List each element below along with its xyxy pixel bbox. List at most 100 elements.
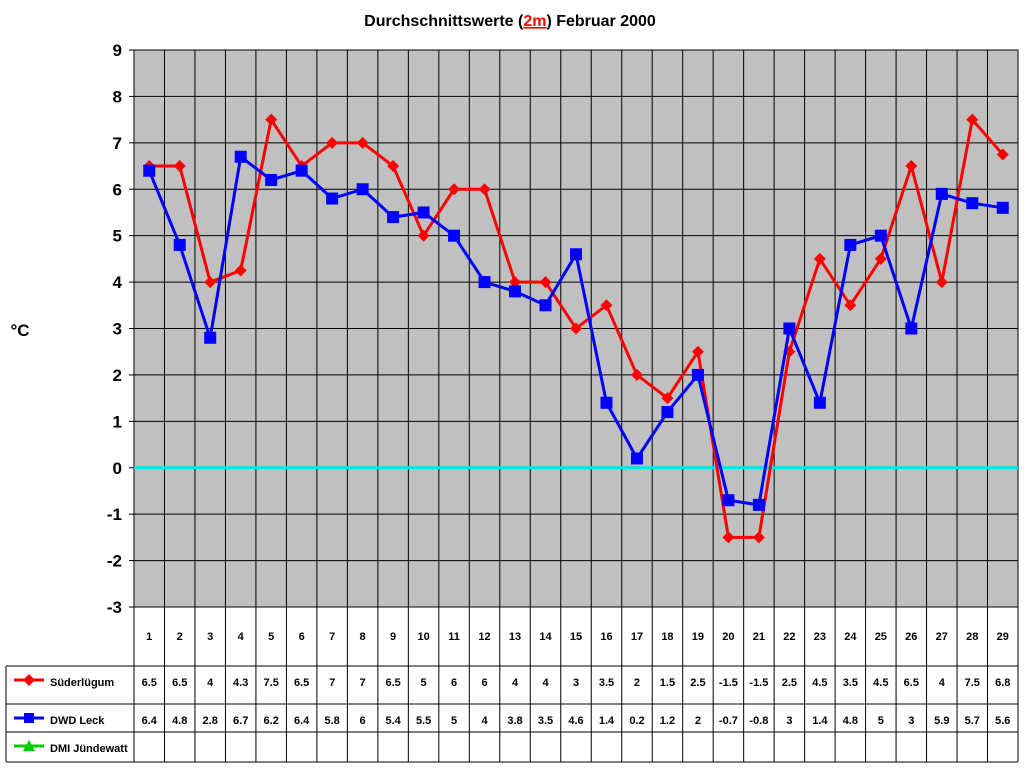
data-label: 2.8: [203, 715, 218, 727]
point-diamond: [265, 113, 278, 126]
data-label: 7: [360, 677, 366, 689]
y-tick-label: 9: [113, 41, 122, 60]
y-tick-label: -2: [107, 552, 122, 571]
x-tick-label: 25: [875, 631, 887, 643]
x-tick-label: 22: [783, 631, 795, 643]
x-tick-label: 14: [539, 631, 552, 643]
y-tick-label: 4: [113, 273, 123, 292]
chart-title-highlight: 2m: [523, 13, 546, 30]
data-label: 2.5: [690, 677, 705, 689]
point-diamond: [326, 136, 339, 149]
data-label: 7: [329, 677, 335, 689]
data-label: 6.2: [264, 715, 279, 727]
point-diamond: [630, 368, 643, 381]
data-label: 4.8: [843, 715, 858, 727]
data-label: 2: [634, 677, 640, 689]
point-square: [295, 164, 308, 177]
point-square: [143, 164, 156, 177]
point-square: [356, 183, 369, 196]
x-tick-label: 1: [146, 631, 152, 643]
point-diamond: [356, 136, 369, 149]
data-label: 3: [908, 715, 914, 727]
data-label: 5.5: [416, 715, 431, 727]
x-tick-label: 13: [509, 631, 521, 643]
data-label: 5.9: [934, 715, 949, 727]
legend-marker-square: [24, 713, 34, 723]
point-square: [783, 322, 796, 335]
point-square: [661, 406, 674, 419]
legend-label: DMI Jündewatt: [50, 743, 128, 755]
point-square: [417, 206, 430, 219]
data-label: 4: [512, 677, 519, 689]
point-square: [478, 276, 491, 289]
data-label: -1.5: [749, 677, 768, 689]
y-tick-label: -1: [107, 505, 122, 524]
data-label: 2.5: [782, 677, 797, 689]
data-label: -0.8: [749, 715, 768, 727]
point-diamond: [448, 183, 461, 196]
point-diamond: [691, 345, 704, 358]
point-square: [265, 173, 278, 186]
point-diamond: [509, 276, 522, 289]
data-label: 6.8: [995, 677, 1010, 689]
data-label: 2: [695, 715, 701, 727]
x-tick-label: 6: [299, 631, 305, 643]
point-square: [966, 197, 979, 210]
point-square: [448, 229, 461, 242]
x-tick-label: 23: [814, 631, 826, 643]
legend-marker-triangle: [23, 740, 35, 751]
x-tick-label: 29: [997, 631, 1009, 643]
x-tick-label: 24: [844, 631, 857, 643]
x-tick-label: 26: [905, 631, 917, 643]
data-label: 4: [481, 715, 488, 727]
point-diamond: [173, 160, 186, 173]
point-diamond: [722, 531, 735, 544]
data-label: 5: [421, 677, 427, 689]
data-label: 5.8: [324, 715, 339, 727]
data-label: 3: [786, 715, 792, 727]
data-label: 1.5: [660, 677, 675, 689]
data-label: 4.6: [568, 715, 583, 727]
point-square: [173, 238, 186, 251]
point-diamond: [600, 299, 613, 312]
point-diamond: [752, 531, 765, 544]
point-diamond: [966, 113, 979, 126]
x-tick-label: 27: [936, 631, 948, 643]
x-tick-label: 4: [238, 631, 245, 643]
point-diamond: [661, 392, 674, 405]
data-label: 6.5: [904, 677, 919, 689]
point-square: [905, 322, 918, 335]
data-label: 4.3: [233, 677, 248, 689]
data-label: 5: [451, 715, 457, 727]
point-diamond: [478, 183, 491, 196]
data-label: 6: [451, 677, 457, 689]
y-tick-label: 7: [113, 134, 122, 153]
legend-label: DWD Leck: [50, 715, 105, 727]
x-tick-label: 12: [478, 631, 490, 643]
x-tick-label: 21: [753, 631, 765, 643]
point-square: [874, 229, 887, 242]
x-tick-label: 2: [177, 631, 183, 643]
x-tick-label: 16: [600, 631, 612, 643]
data-label: 3.5: [538, 715, 553, 727]
point-square: [326, 192, 339, 205]
point-diamond: [905, 160, 918, 173]
data-label: -1.5: [719, 677, 738, 689]
y-tick-label: 6: [113, 180, 122, 199]
data-label: 3: [573, 677, 579, 689]
point-square: [691, 368, 704, 381]
x-tick-label: 28: [966, 631, 978, 643]
y-tick-label: 3: [113, 320, 122, 339]
point-square: [996, 201, 1009, 214]
x-tick-label: 20: [722, 631, 734, 643]
point-diamond: [813, 252, 826, 265]
y-tick-label: 0: [113, 459, 122, 478]
data-label: -0.7: [719, 715, 738, 727]
data-label: 6.5: [385, 677, 400, 689]
x-tick-label: 11: [448, 631, 460, 643]
data-label: 6.5: [142, 677, 157, 689]
data-label: 3.5: [843, 677, 858, 689]
data-label: 5.6: [995, 715, 1010, 727]
chart-title: Durchschnittswerte (2m) Februar 2000: [364, 13, 656, 30]
data-label: 6.4: [142, 715, 158, 727]
